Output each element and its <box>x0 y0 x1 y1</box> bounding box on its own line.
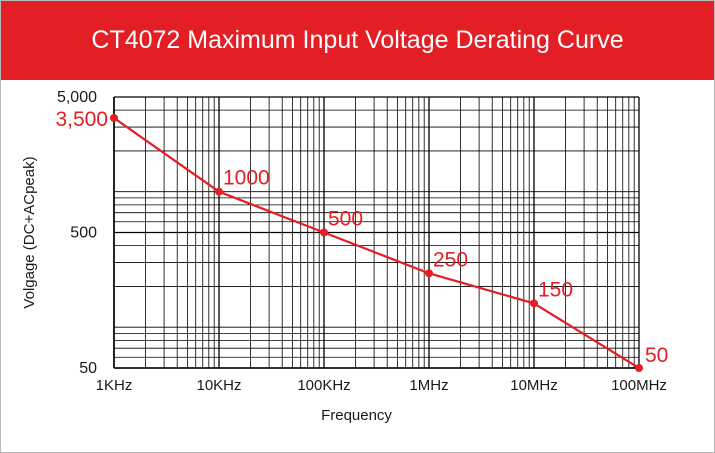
data-point <box>635 364 643 372</box>
chart-header: CT4072 Maximum Input Voltage Derating Cu… <box>1 1 714 80</box>
x-tick-label: 1MHz <box>409 377 448 394</box>
plot-grid <box>113 96 640 369</box>
x-tick-label: 100KHz <box>297 377 350 394</box>
y-tick-label: 50 <box>79 360 97 377</box>
data-point <box>215 187 223 196</box>
data-label: 150 <box>538 278 573 301</box>
data-label: 3,500 <box>55 108 108 131</box>
chart-title: CT4072 Maximum Input Voltage Derating Cu… <box>91 26 624 54</box>
x-axis-title: Frequency <box>321 407 392 424</box>
data-label: 250 <box>433 248 468 271</box>
series-line <box>113 117 640 369</box>
data-point <box>320 228 328 237</box>
data-point <box>425 269 433 278</box>
x-tick-label: 100MHz <box>611 377 667 394</box>
x-tick-label: 1KHz <box>96 377 133 394</box>
data-point <box>110 113 118 122</box>
data-label: 500 <box>328 208 363 231</box>
data-label: 50 <box>645 344 668 367</box>
y-tick-label: 500 <box>70 225 97 242</box>
y-tick-label: 5,000 <box>57 89 97 106</box>
y-axis-title: Volgage (DC+ACpeak) <box>21 156 38 308</box>
data-label: 1000 <box>223 167 270 190</box>
x-tick-label: 10MHz <box>510 377 558 394</box>
x-tick-label: 10KHz <box>196 377 241 394</box>
data-point <box>530 299 538 308</box>
